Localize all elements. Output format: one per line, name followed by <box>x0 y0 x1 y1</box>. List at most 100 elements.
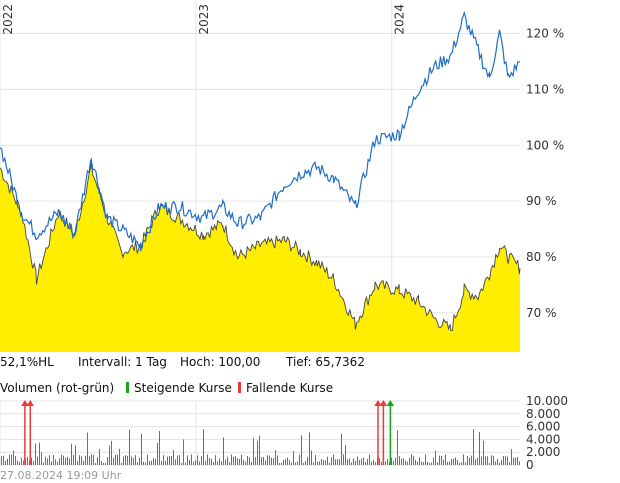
volume-bar <box>435 450 436 465</box>
volume-bar <box>169 456 170 465</box>
interval-label: Intervall: 1 Tag <box>78 355 167 369</box>
volume-bar <box>113 457 114 465</box>
volume-bar <box>401 458 402 465</box>
volume-bar <box>117 454 118 465</box>
volume-bar <box>271 457 272 465</box>
volume-bar <box>221 461 222 465</box>
volume-bar <box>199 461 200 465</box>
volume-bar <box>123 456 124 465</box>
volume-bar <box>11 454 12 465</box>
volume-bar <box>299 454 300 465</box>
volume-bar <box>289 459 290 465</box>
volume-bar <box>223 437 224 465</box>
volume-bar <box>39 442 40 465</box>
volume-bar <box>109 445 110 465</box>
volume-bar <box>471 455 472 465</box>
volume-bar <box>379 458 380 465</box>
volume-bar <box>333 454 334 465</box>
volume-bar <box>173 450 174 465</box>
volume-bar <box>217 461 218 465</box>
volume-bar <box>509 462 510 465</box>
volume-bar <box>189 460 190 465</box>
volume-bar <box>455 457 456 465</box>
volume-bar <box>469 457 470 465</box>
volume-bar <box>177 455 178 465</box>
x-tick-label: 2022 <box>1 4 15 35</box>
volume-bar <box>445 454 446 465</box>
volume-bar <box>479 431 480 465</box>
volume-bar <box>85 455 86 465</box>
volume-bar <box>83 460 84 465</box>
volume-bar <box>367 459 368 465</box>
volume-bar <box>335 459 336 465</box>
volume-bar <box>327 456 328 465</box>
volume-bar <box>303 462 304 465</box>
volume-bar <box>313 462 314 465</box>
volume-tick-label: 2.000 <box>526 445 560 459</box>
volume-bar <box>301 435 302 465</box>
volume-bar <box>489 463 490 465</box>
volume-bar <box>467 455 468 465</box>
volume-bar <box>427 461 428 465</box>
volume-bar <box>389 461 390 465</box>
volume-bar <box>93 454 94 465</box>
volume-bar <box>309 432 310 465</box>
volume-bar <box>63 455 64 465</box>
volume-bar <box>381 461 382 465</box>
volume-bar <box>243 459 244 465</box>
volume-bar <box>195 460 196 465</box>
volume-spike <box>29 404 32 465</box>
volume-bar <box>75 445 76 465</box>
volume-bar <box>497 458 498 465</box>
volume-bar <box>35 443 36 465</box>
volume-bar <box>171 455 172 465</box>
volume-bar <box>249 457 250 465</box>
spike-arrow-icon <box>386 400 395 406</box>
volume-bar <box>319 461 320 465</box>
legend-rising: Steigende Kurse <box>126 381 232 395</box>
volume-bar <box>371 461 372 465</box>
volume-bar <box>251 462 252 465</box>
volume-bar <box>429 462 430 465</box>
volume-bar <box>453 458 454 465</box>
volume-bar <box>155 458 156 465</box>
volume-bar <box>261 457 262 465</box>
volume-bar <box>329 462 330 465</box>
volume-bar <box>65 457 66 465</box>
volume-bar <box>233 456 234 465</box>
y-tick-label: 110 % <box>526 82 564 96</box>
volume-bar <box>55 459 56 465</box>
spike-arrow-icon <box>26 400 35 406</box>
volume-bar <box>127 455 128 465</box>
volume-bar <box>57 461 58 465</box>
volume-bar <box>49 455 50 465</box>
volume-bar <box>17 460 18 465</box>
volume-bar <box>331 457 332 465</box>
volume-bar <box>33 461 34 465</box>
volume-bar <box>145 462 146 465</box>
volume-bar <box>433 457 434 465</box>
volume-bar <box>411 454 412 465</box>
volume-bar <box>375 462 376 465</box>
y-tick-label: 90 % <box>526 194 557 208</box>
volume-bar <box>95 463 96 465</box>
volume-bar <box>187 455 188 465</box>
volume-bar <box>47 458 48 465</box>
volume-tick-label: 0 <box>526 458 534 472</box>
volume-bar <box>403 458 404 465</box>
volume-bar <box>439 455 440 465</box>
y-tick-label: 100 % <box>526 138 564 152</box>
volume-bar <box>503 456 504 465</box>
x-tick-label: 2023 <box>197 4 211 35</box>
volume-bar <box>311 450 312 465</box>
volume-bar <box>179 455 180 465</box>
volume-bar <box>97 457 98 465</box>
volume-bar <box>185 462 186 465</box>
volume-bar <box>263 456 264 465</box>
volume-bar <box>493 455 494 465</box>
volume-bar <box>215 455 216 465</box>
volume-bar <box>193 461 194 465</box>
volume-bar <box>59 458 60 465</box>
volume-bar <box>259 435 260 465</box>
